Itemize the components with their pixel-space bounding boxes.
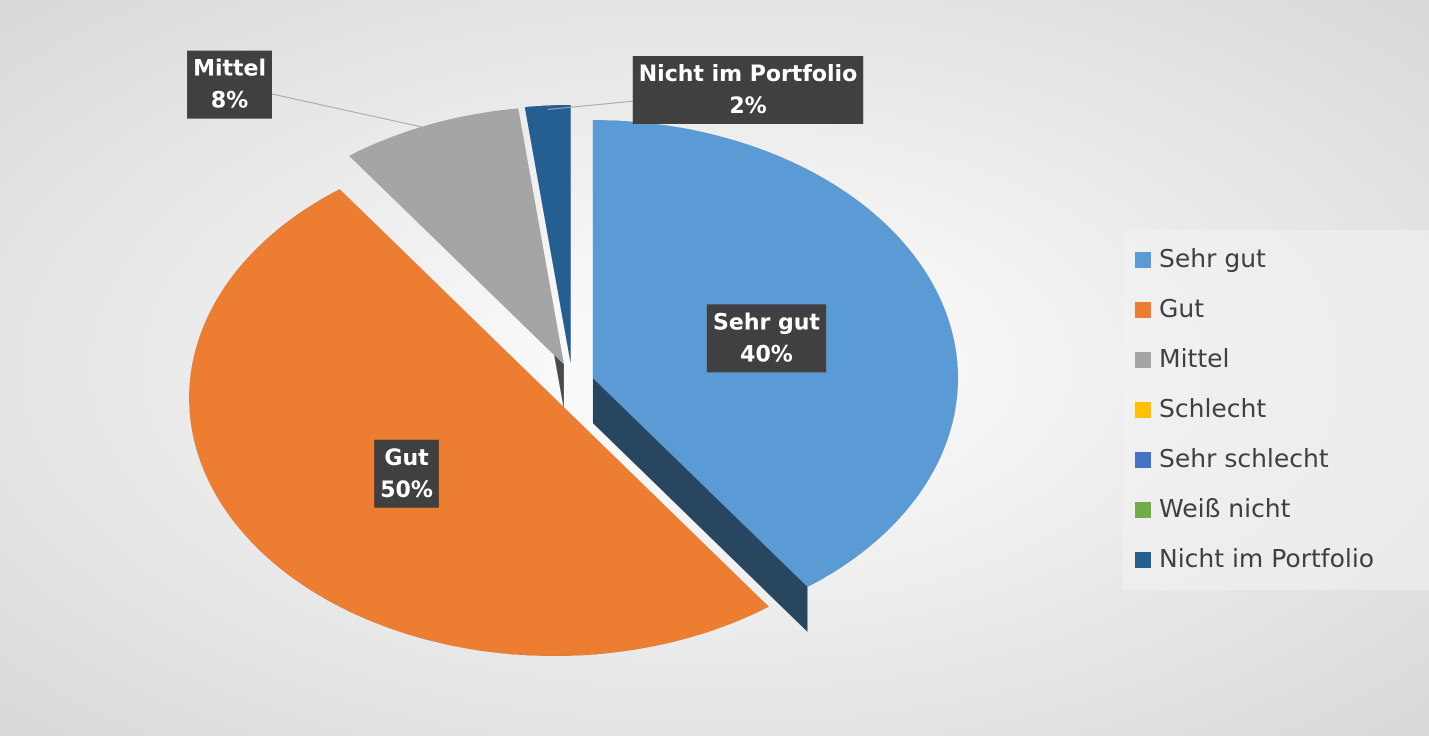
data-label-box bbox=[187, 50, 273, 119]
data-label-box bbox=[632, 56, 864, 124]
data-label-value: 50% bbox=[380, 478, 433, 503]
data-label-value: 2% bbox=[729, 94, 766, 119]
slice bbox=[349, 108, 564, 365]
data-label: Nicht im Portfolio 2% bbox=[632, 56, 864, 124]
data-label-box bbox=[374, 439, 439, 508]
data-label: Mittel 8% bbox=[187, 50, 273, 119]
legend-background bbox=[1123, 230, 1429, 590]
legend-label: Nicht im Portfolio bbox=[1159, 544, 1374, 573]
legend-swatch bbox=[1135, 252, 1151, 268]
legend-label: Sehr schlecht bbox=[1159, 444, 1329, 473]
legend-swatch bbox=[1135, 352, 1151, 368]
legend-label: Gut bbox=[1159, 294, 1204, 323]
legend-swatch bbox=[1135, 402, 1151, 418]
slice bbox=[189, 189, 769, 656]
data-label-category: Mittel bbox=[193, 57, 266, 82]
data-label-category: Gut bbox=[384, 446, 429, 471]
slice bbox=[524, 105, 571, 364]
legend-label: Mittel bbox=[1159, 344, 1229, 373]
data-label-value: 8% bbox=[211, 89, 248, 114]
data-label-value: 40% bbox=[740, 342, 793, 367]
data-label-box bbox=[706, 304, 827, 373]
legend-label: Schlecht bbox=[1159, 394, 1266, 423]
legend-swatch bbox=[1135, 452, 1151, 468]
legend-swatch bbox=[1135, 502, 1151, 518]
legend-swatch bbox=[1135, 302, 1151, 318]
data-label-category: Nicht im Portfolio bbox=[639, 62, 857, 87]
data-label: Gut 50% bbox=[374, 439, 439, 508]
data-label-category: Sehr gut bbox=[713, 310, 820, 335]
legend-label: Sehr gut bbox=[1159, 244, 1266, 273]
legend-swatch bbox=[1135, 552, 1151, 568]
data-label: Sehr gut 40% bbox=[706, 304, 827, 373]
legend-label: Weiß nicht bbox=[1159, 494, 1291, 523]
